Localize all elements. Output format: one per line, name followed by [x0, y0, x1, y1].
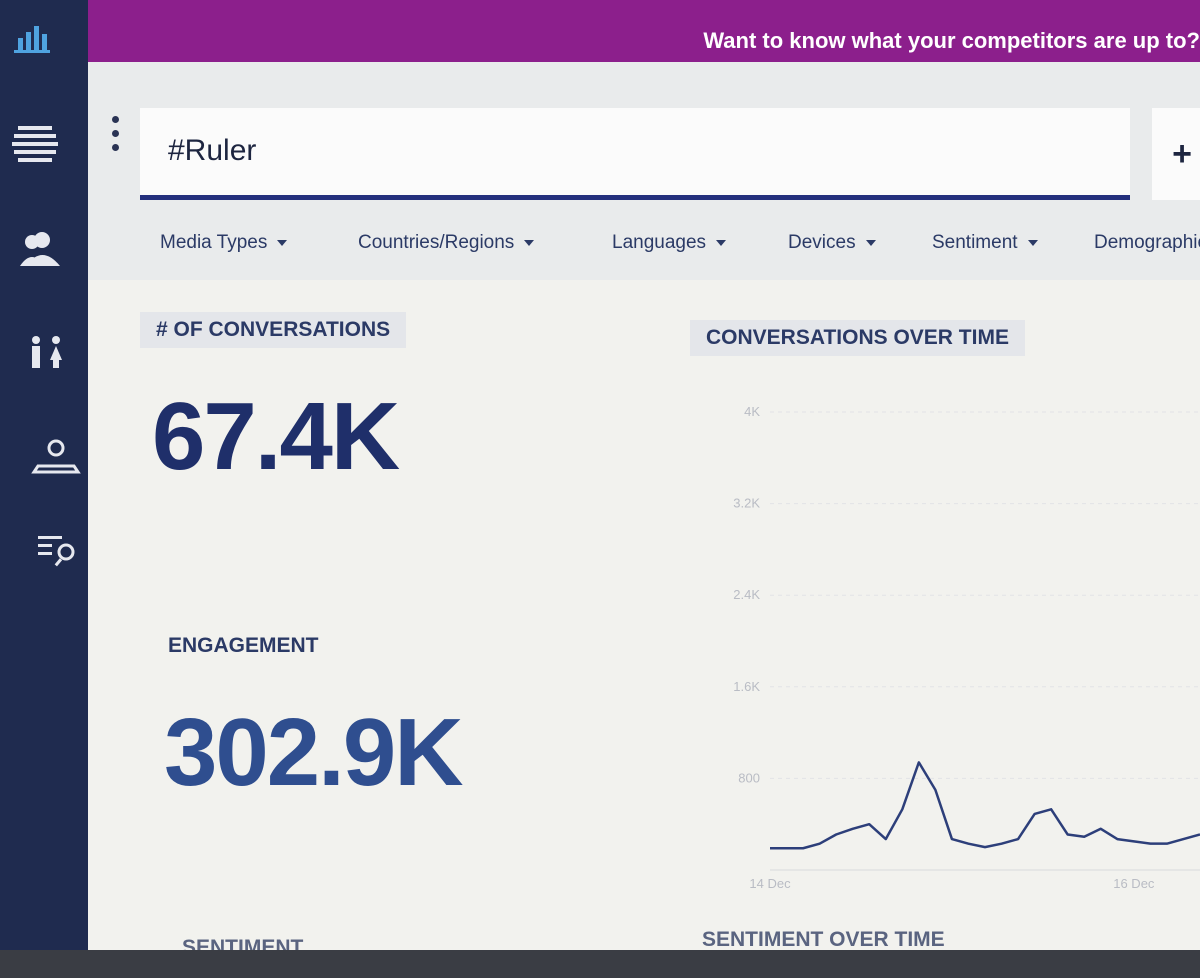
sidebar-icons [12, 26, 81, 567]
feed-icon[interactable] [12, 126, 58, 162]
menu-dot[interactable] [112, 116, 119, 123]
y-tick-label: 2.4K [733, 587, 760, 602]
location-icon[interactable] [31, 439, 81, 474]
filter[interactable]: Languages [612, 232, 726, 254]
menu-dot[interactable] [112, 130, 119, 137]
menu-dot[interactable] [112, 144, 119, 151]
x-tick-label: 14 Dec [749, 876, 791, 891]
promo-banner[interactable]: Want to know what your competitors are u… [88, 0, 1200, 62]
metric-value: 67.4K [152, 383, 400, 490]
search-list-icon[interactable] [38, 536, 75, 567]
metric-label: ENGAGEMENT [168, 634, 319, 657]
search-query[interactable]: #Ruler [168, 134, 257, 167]
section-title: SENTIMENT OVER TIME [702, 928, 945, 950]
filter[interactable]: Countries/Regions [358, 232, 534, 254]
metric-label: # OF CONVERSATIONS [140, 312, 407, 348]
search-box[interactable]: #Ruler [140, 108, 1130, 200]
x-tick-label: 16 Dec [1113, 876, 1155, 891]
filter[interactable]: Sentiment [932, 232, 1038, 254]
analytics-icon[interactable] [14, 26, 50, 53]
metric-value: 302.9K [164, 699, 464, 806]
y-tick-label: 1.6K [733, 679, 760, 694]
y-tick-label: 4K [744, 404, 760, 419]
dashboard: #Ruler + Media Types Countries/Regions L… [88, 62, 1200, 950]
sidebar [0, 0, 88, 950]
y-tick-label: 800 [738, 770, 760, 785]
line-chart: 800 1.6K 2.4K 3.2K 4K 14 Dec 16 Dec [733, 404, 1200, 891]
people-icon[interactable] [32, 336, 62, 368]
filter[interactable]: Demographics [1094, 232, 1200, 254]
filter[interactable]: Media Types [160, 232, 287, 254]
banner-text[interactable]: Want to know what your competitors are u… [703, 28, 1200, 53]
audience-icon[interactable] [20, 232, 60, 266]
section-title: SENTIMENT [182, 936, 304, 950]
y-tick-label: 3.2K [733, 496, 760, 511]
screen-bezel [0, 950, 1200, 978]
add-button[interactable]: + [1152, 108, 1200, 200]
line-series [770, 761, 1200, 850]
filter[interactable]: Devices [788, 232, 876, 254]
chart-title: CONVERSATIONS OVER TIME [690, 320, 1025, 356]
